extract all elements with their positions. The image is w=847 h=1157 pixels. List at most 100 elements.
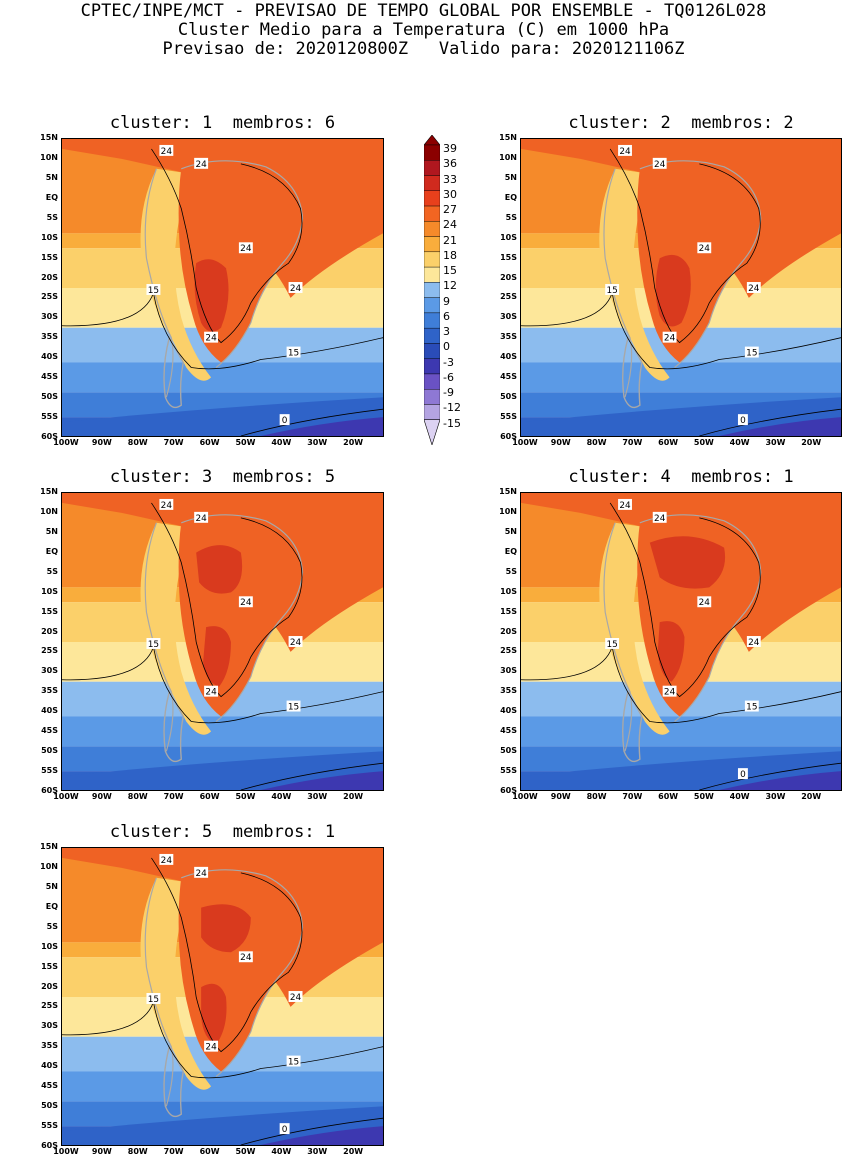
lon-tick-label: 30W — [307, 438, 328, 447]
contour-24 — [151, 502, 303, 698]
contour-label-bg — [204, 331, 219, 343]
lat-tick-label: 40S — [500, 706, 517, 716]
lat-tick-label: 15N — [499, 133, 517, 142]
contour-24 — [609, 502, 761, 698]
colorbar-tick-label: -9 — [443, 386, 454, 400]
contour-24 — [609, 148, 761, 344]
andes-cool-strip — [599, 168, 670, 381]
warm-region-north — [62, 848, 383, 1007]
lat-tick-label: 60S — [500, 786, 517, 795]
lat-tick-label: 55S — [41, 1121, 58, 1131]
contour-label-15: 15 — [288, 703, 299, 713]
patagonia-outline — [163, 335, 184, 409]
lon-tick-label: 40W — [271, 792, 292, 801]
header-line-3: Previsao de: 2020120800Z Valido para: 20… — [162, 39, 685, 59]
contour-label-bg — [746, 636, 761, 647]
lat-tick-label: EQ — [504, 546, 517, 556]
hot-core — [196, 545, 243, 687]
lon-tick-label: 30W — [307, 792, 328, 801]
lat-tick-label: 20S — [41, 272, 58, 282]
map-svg: 24 24 24 24 24 15 15 0 — [62, 139, 383, 436]
colorbar-svg — [424, 135, 440, 445]
lon-tick-label: 30W — [765, 792, 786, 801]
contour-label-bg — [652, 511, 667, 523]
hot-core — [649, 536, 726, 682]
temp-band — [521, 362, 841, 393]
contour-label-bg — [744, 346, 759, 358]
colorbar-tick-label: 33 — [443, 172, 457, 186]
lat-tick-label: 55S — [41, 412, 58, 422]
freezing-zone — [719, 417, 841, 436]
panel-title: cluster: 3 membros: 5 — [109, 467, 336, 487]
lat-tick-label: EQ — [504, 192, 517, 202]
lat-tick-label: 45S — [41, 726, 58, 736]
contour-label-0: 0 — [282, 416, 288, 426]
contour-label-bg — [238, 951, 253, 963]
colorbar-swatch — [424, 175, 440, 191]
cold-south — [521, 751, 841, 790]
contour-label-24: 24 — [205, 334, 217, 344]
colorbar-swatch — [424, 343, 440, 359]
colorbar-tick-label: 36 — [443, 157, 457, 171]
contour-label-bg — [194, 157, 209, 169]
contour-label-bg — [238, 242, 253, 254]
lat-tick-label: 5S — [505, 566, 517, 576]
lon-tick-label: 70W — [622, 438, 643, 447]
colorbar-swatch — [424, 160, 440, 176]
contour-label-bg — [652, 157, 667, 169]
hot-core — [201, 904, 251, 1045]
panel-title: cluster: 4 membros: 1 — [568, 467, 794, 487]
contour-label-bg — [697, 596, 712, 608]
contour-label-bg — [605, 638, 620, 649]
contour-label-24: 24 — [290, 993, 302, 1003]
colorbar-tick-label: 27 — [443, 203, 457, 217]
colorbar-tick-label: -12 — [443, 401, 461, 415]
contour-label-bg — [286, 1055, 301, 1067]
contour-label-bg — [159, 144, 174, 156]
lon-tick-label: 50W — [235, 1147, 256, 1156]
lon-tick-label: 20W — [343, 792, 364, 801]
lat-tick-label: 10S — [41, 586, 58, 596]
lat-tick-label: 5S — [46, 566, 58, 576]
colorbar-swatch — [424, 236, 440, 253]
lat-tick-label: 40S — [500, 352, 517, 362]
lat-tick-label: EQ — [45, 901, 58, 911]
colorbar-tick-label: 39 — [443, 142, 457, 155]
lat-tick-label: 10S — [41, 232, 58, 242]
lat-tick-label: 60S — [41, 432, 58, 441]
colorbar-swatch — [424, 297, 440, 314]
header-line-2: Cluster Medio para a Temperatura (C) em … — [177, 20, 670, 40]
lat-tick-label: 5S — [46, 212, 58, 222]
colorbar-tick-label: -3 — [443, 355, 454, 369]
colorbar-tick-label: 12 — [443, 279, 457, 293]
contour-label-bg — [618, 498, 632, 510]
colorbar-swatch — [424, 266, 440, 283]
hot-core — [655, 254, 691, 327]
contour-label-bg — [697, 242, 712, 254]
lat-tick-label: 20S — [500, 272, 517, 282]
warm-region-north — [62, 139, 383, 298]
lon-tick-label: 20W — [801, 792, 822, 801]
lon-tick-label: 30W — [307, 1147, 328, 1156]
lon-tick-label: 100W — [512, 438, 538, 447]
lon-tick-label: 20W — [801, 438, 822, 447]
patagonia-outline — [622, 689, 643, 763]
contour-label-15: 15 — [148, 640, 159, 650]
lon-tick-label: 90W — [550, 438, 571, 447]
contour-label-bg — [204, 685, 219, 697]
lon-tick-label: 50W — [235, 792, 256, 801]
contour-label-bg — [746, 282, 761, 293]
colorbar-swatch — [424, 205, 440, 222]
colorbar-tick-label: 6 — [443, 309, 450, 323]
contour-label-24: 24 — [654, 514, 666, 524]
contour-label-bg — [286, 346, 301, 358]
contour-label-24: 24 — [290, 638, 302, 648]
andes-cool-strip — [140, 522, 212, 735]
lat-tick-label: 60S — [41, 786, 58, 795]
contour-label-15: 15 — [148, 995, 159, 1005]
lat-tick-label: 40S — [41, 352, 58, 362]
lat-tick-label: 40S — [41, 1061, 58, 1071]
lon-tick-label: 20W — [343, 438, 364, 447]
cold-south — [62, 1106, 383, 1145]
colorbar-swatch — [424, 221, 440, 237]
